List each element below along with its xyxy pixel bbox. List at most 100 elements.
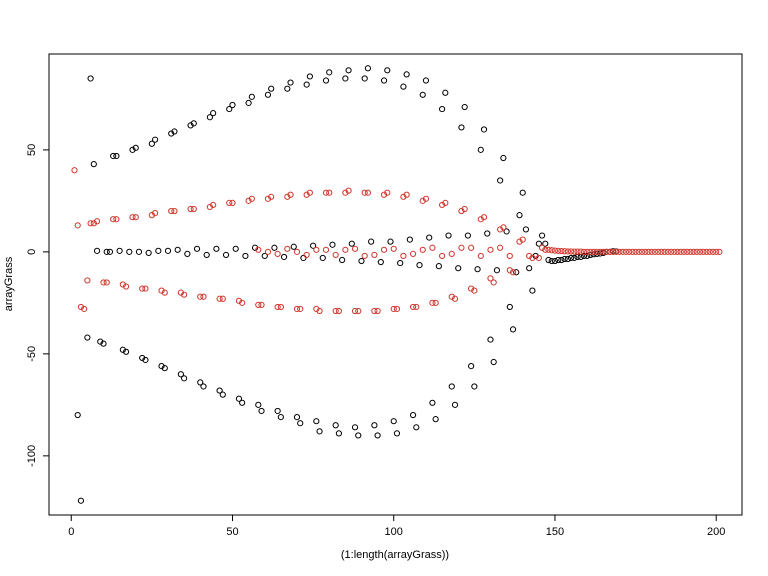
data-point-series-1 bbox=[545, 256, 552, 264]
data-point-series-1 bbox=[151, 136, 159, 143]
data-point-series-1 bbox=[164, 247, 172, 254]
data-point-series-2 bbox=[642, 248, 649, 255]
data-point-series-2 bbox=[648, 248, 655, 255]
data-point-series-1 bbox=[493, 267, 501, 274]
data-point-series-1 bbox=[368, 238, 375, 245]
data-point-series-2 bbox=[519, 236, 526, 243]
data-point-series-2 bbox=[322, 246, 330, 253]
data-point-series-2 bbox=[110, 216, 117, 223]
data-point-series-2 bbox=[613, 248, 620, 255]
data-point-series-2 bbox=[558, 247, 565, 255]
data-point-series-1 bbox=[513, 269, 520, 276]
data-point-series-2 bbox=[526, 252, 533, 260]
data-point-series-2 bbox=[248, 195, 255, 202]
data-point-series-2 bbox=[264, 195, 272, 202]
data-point-series-2 bbox=[216, 295, 223, 302]
data-point-series-1 bbox=[206, 114, 214, 121]
x-tick-label: 50 bbox=[226, 526, 238, 538]
data-point-series-2 bbox=[442, 199, 449, 207]
data-point-series-1 bbox=[200, 383, 207, 390]
data-point-series-1 bbox=[364, 65, 372, 72]
data-point-series-2 bbox=[584, 248, 591, 255]
data-point-series-2 bbox=[632, 248, 639, 255]
data-point-series-2 bbox=[342, 189, 349, 196]
data-point-series-1 bbox=[519, 189, 526, 196]
data-point-series-2 bbox=[509, 269, 517, 276]
data-point-series-1 bbox=[161, 365, 168, 372]
data-point-series-1 bbox=[287, 79, 294, 86]
data-point-series-1 bbox=[284, 85, 291, 92]
data-point-series-1 bbox=[358, 257, 365, 265]
data-point-series-2 bbox=[187, 205, 194, 213]
data-point-series-2 bbox=[409, 250, 417, 257]
data-point-series-1 bbox=[561, 255, 568, 263]
data-point-series-2 bbox=[345, 187, 352, 194]
data-point-series-1 bbox=[235, 395, 243, 402]
data-point-series-2 bbox=[200, 293, 207, 300]
data-point-series-2 bbox=[226, 199, 233, 207]
data-point-series-2 bbox=[616, 248, 623, 255]
data-point-series-1 bbox=[139, 354, 146, 362]
data-point-series-1 bbox=[242, 252, 249, 260]
data-point-series-2 bbox=[671, 248, 678, 255]
data-point-series-1 bbox=[458, 124, 465, 131]
data-point-series-1 bbox=[509, 326, 517, 333]
data-point-series-2 bbox=[364, 189, 372, 196]
data-point-series-1 bbox=[90, 161, 97, 168]
data-point-series-2 bbox=[439, 252, 446, 260]
data-point-series-2 bbox=[229, 199, 236, 207]
data-point-series-2 bbox=[658, 248, 665, 255]
data-point-series-1 bbox=[84, 334, 91, 341]
data-point-series-1 bbox=[390, 418, 397, 425]
data-point-series-1 bbox=[351, 424, 359, 431]
data-point-series-2 bbox=[371, 251, 378, 259]
data-point-series-1 bbox=[210, 110, 217, 117]
data-point-series-2 bbox=[219, 295, 226, 302]
data-point-series-1 bbox=[551, 257, 559, 265]
data-point-series-1 bbox=[258, 407, 265, 415]
data-point-series-2 bbox=[303, 191, 310, 198]
data-point-series-1 bbox=[290, 243, 297, 250]
data-point-series-2 bbox=[335, 307, 343, 315]
data-point-series-1 bbox=[442, 89, 449, 96]
data-point-series-1 bbox=[155, 247, 162, 254]
data-point-series-1 bbox=[422, 77, 430, 84]
data-point-series-2 bbox=[400, 193, 407, 200]
data-point-series-2 bbox=[593, 248, 600, 255]
data-point-series-2 bbox=[371, 307, 378, 315]
data-point-series-2 bbox=[477, 252, 484, 260]
data-point-series-1 bbox=[374, 432, 381, 439]
data-point-series-1 bbox=[77, 497, 85, 504]
data-point-series-1 bbox=[229, 101, 236, 109]
data-point-series-1 bbox=[377, 258, 384, 266]
data-point-series-2 bbox=[609, 248, 617, 255]
data-point-series-1 bbox=[129, 146, 136, 153]
data-point-series-1 bbox=[567, 254, 575, 262]
data-point-series-1 bbox=[239, 399, 246, 406]
data-point-series-2 bbox=[84, 277, 91, 284]
data-point-series-2 bbox=[210, 201, 217, 209]
data-point-series-2 bbox=[197, 293, 204, 300]
data-point-series-2 bbox=[564, 248, 571, 255]
data-point-series-1 bbox=[132, 144, 139, 151]
data-point-series-1 bbox=[280, 253, 288, 261]
data-point-series-1 bbox=[335, 430, 343, 437]
y-tick-label: 50 bbox=[26, 144, 38, 156]
x-tick-label: 100 bbox=[385, 526, 403, 538]
data-point-series-1 bbox=[426, 234, 433, 241]
data-point-series-2 bbox=[487, 275, 494, 282]
x-tick-label: 150 bbox=[546, 526, 564, 538]
data-point-series-1 bbox=[484, 230, 491, 237]
data-point-series-2 bbox=[700, 248, 707, 255]
data-point-series-2 bbox=[480, 214, 488, 221]
data-point-series-1 bbox=[271, 244, 278, 251]
data-point-series-1 bbox=[332, 422, 339, 429]
data-point-series-1 bbox=[342, 75, 349, 82]
data-point-series-1 bbox=[584, 252, 591, 260]
data-point-series-2 bbox=[74, 222, 81, 229]
data-point-series-1 bbox=[397, 259, 404, 267]
data-point-series-2 bbox=[468, 244, 475, 251]
data-point-series-2 bbox=[158, 287, 165, 294]
data-point-series-1 bbox=[339, 256, 346, 264]
